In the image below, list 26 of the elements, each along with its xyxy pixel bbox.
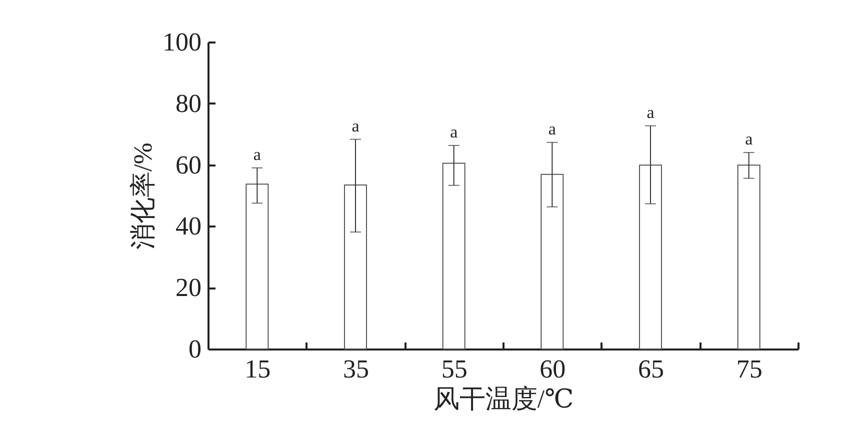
x-tick-label: 65 xyxy=(638,354,664,384)
x-tick-label: 35 xyxy=(343,354,369,384)
x-tick-label: 15 xyxy=(244,354,271,384)
annotation: a xyxy=(450,122,458,142)
x-tick-label: 60 xyxy=(540,354,566,384)
annotation: a xyxy=(548,119,556,138)
bar xyxy=(737,164,760,350)
y-tick-label: 40 xyxy=(176,212,202,241)
annotation: a xyxy=(352,116,360,136)
y-axis-title: 消化率/% xyxy=(128,142,158,250)
x-tick-label: 55 xyxy=(441,354,468,384)
x-tick-label: 75 xyxy=(736,354,762,384)
bar xyxy=(540,174,564,350)
annotation: a xyxy=(253,144,262,164)
x-axis-title: 风干温度/℃ xyxy=(433,384,574,414)
bar xyxy=(246,184,269,350)
y-tick-label: 20 xyxy=(176,273,202,302)
y-tick-label: 80 xyxy=(176,88,202,118)
y-tick-label: 100 xyxy=(162,28,202,56)
y-tick-label: 0 xyxy=(188,334,202,364)
bar xyxy=(344,184,367,350)
y-tick-label: 60 xyxy=(176,150,202,180)
bar xyxy=(639,164,662,350)
annotation: a xyxy=(745,130,754,149)
annotation: a xyxy=(646,102,655,122)
bar xyxy=(442,162,466,350)
